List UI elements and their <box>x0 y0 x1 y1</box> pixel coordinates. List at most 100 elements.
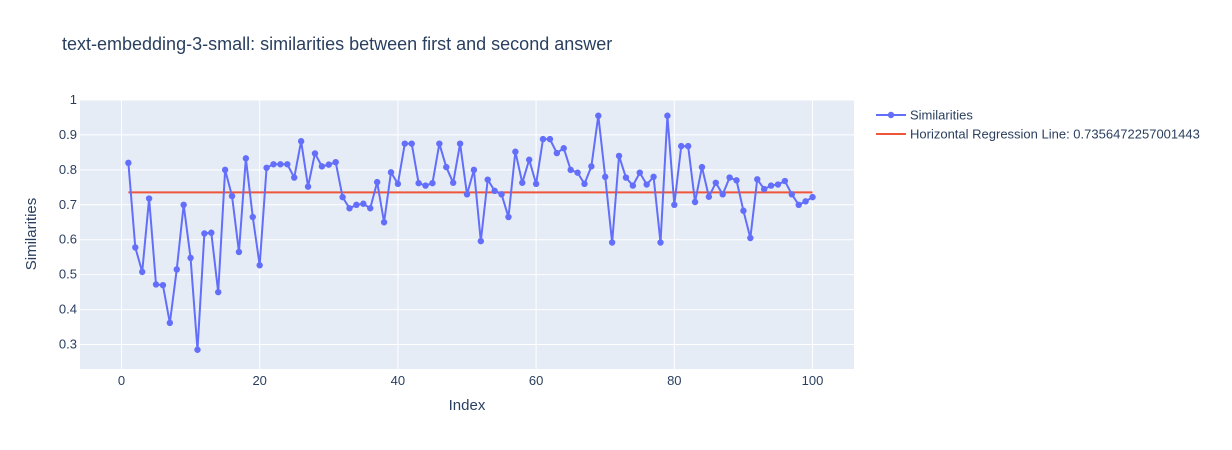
data-point <box>346 205 353 212</box>
data-point <box>470 166 478 174</box>
data-point <box>802 198 809 205</box>
x-tick-labels: 0 20 40 60 80 100 <box>118 373 824 388</box>
data-point <box>671 201 678 209</box>
x-tick-label: 60 <box>529 373 543 388</box>
data-point <box>145 195 153 202</box>
data-point <box>622 174 630 181</box>
data-point <box>125 159 132 167</box>
data-point <box>691 198 699 206</box>
data-point <box>719 191 726 198</box>
data-point <box>595 112 602 119</box>
data-point <box>208 229 215 236</box>
data-point <box>429 179 436 187</box>
data-point <box>256 262 263 269</box>
data-point <box>463 191 471 198</box>
data-point <box>201 230 208 237</box>
data-point <box>546 135 554 143</box>
data-point <box>394 180 402 188</box>
y-tick-label: 0.4 <box>59 302 77 317</box>
data-point <box>615 152 623 160</box>
data-point <box>525 156 533 163</box>
y-tick-label: 0.3 <box>59 337 77 352</box>
data-point <box>608 239 616 246</box>
data-point <box>581 180 588 188</box>
data-point <box>360 200 367 207</box>
data-point <box>636 169 643 176</box>
y-tick-label: 0.9 <box>59 127 77 142</box>
data-point <box>249 213 256 221</box>
y-tick-label: 1 <box>70 92 77 107</box>
data-point <box>712 179 719 186</box>
data-point <box>297 138 305 145</box>
data-point <box>747 234 754 242</box>
data-point <box>684 142 692 150</box>
data-point <box>491 187 498 195</box>
data-point <box>588 163 595 170</box>
y-tick-label: 0.7 <box>59 197 77 212</box>
data-point <box>270 161 277 168</box>
data-point <box>235 248 243 256</box>
data-point <box>767 182 775 189</box>
data-point <box>422 182 429 189</box>
data-point <box>664 112 671 119</box>
data-point <box>698 163 706 171</box>
data-point <box>678 142 685 150</box>
data-point <box>132 244 139 251</box>
similarities-line <box>127 114 814 351</box>
legend[interactable]: Similarities Horizontal Regression Line: … <box>876 108 1200 142</box>
data-point <box>194 346 201 353</box>
data-point <box>263 164 270 171</box>
data-point <box>809 193 816 201</box>
data-point <box>519 179 526 186</box>
data-point <box>484 176 491 183</box>
y-tick-labels: 0.3 0.4 0.5 0.6 0.7 0.8 0.9 1 <box>59 92 77 352</box>
x-tick-label: 100 <box>802 373 824 388</box>
grid-lines <box>80 99 854 369</box>
legend-marker-swatch <box>887 111 895 119</box>
data-point <box>733 177 740 184</box>
x-axis-title: Index <box>449 397 486 414</box>
legend-item-regression[interactable]: Horizontal Regression Line: 0.7356472257… <box>876 127 1200 142</box>
data-point <box>215 288 222 296</box>
data-point <box>284 161 291 168</box>
data-point <box>532 180 540 188</box>
data-point <box>318 163 326 170</box>
data-point <box>657 239 664 246</box>
data-point <box>380 219 388 226</box>
x-tick-label: 0 <box>118 373 125 388</box>
data-point <box>415 179 422 187</box>
data-point <box>373 178 381 186</box>
data-point <box>512 148 519 155</box>
data-point <box>353 201 360 209</box>
data-point <box>367 205 374 212</box>
y-tick-label: 0.5 <box>59 267 77 282</box>
data-point <box>242 155 250 162</box>
data-point <box>574 169 581 176</box>
data-point <box>553 149 561 157</box>
data-point <box>539 135 547 143</box>
data-point <box>643 181 650 188</box>
data-point <box>754 176 761 183</box>
data-point <box>629 182 637 189</box>
chart-title: text-embedding-3-small: similarities bet… <box>62 34 612 54</box>
data-point <box>650 173 657 181</box>
data-point <box>339 193 346 201</box>
data-point <box>443 163 450 171</box>
data-point <box>277 161 284 168</box>
legend-label: Similarities <box>910 108 973 123</box>
data-point <box>228 192 236 200</box>
y-axis-title: Similarities <box>23 198 40 271</box>
data-point <box>740 207 747 214</box>
legend-item-similarities[interactable]: Similarities <box>876 108 973 123</box>
data-point <box>760 185 768 193</box>
x-tick-label: 20 <box>252 373 266 388</box>
y-tick-label: 0.8 <box>59 162 77 177</box>
data-point <box>774 181 782 188</box>
y-tick-label: 0.6 <box>59 232 77 247</box>
data-point <box>173 266 180 273</box>
series-layer <box>125 112 816 353</box>
data-point <box>387 169 395 176</box>
data-point <box>291 174 298 181</box>
